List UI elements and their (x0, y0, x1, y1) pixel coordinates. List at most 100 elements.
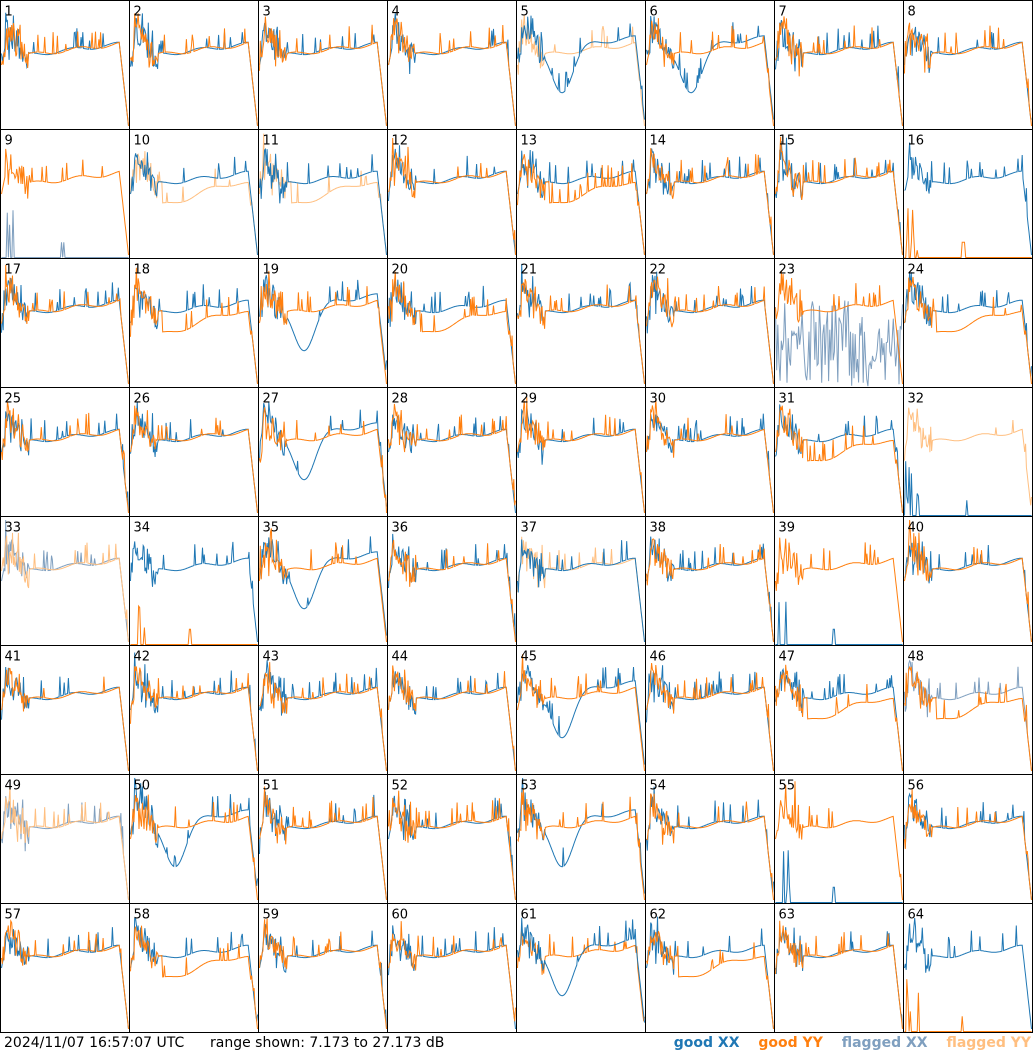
series-yy-flagged (1, 532, 129, 643)
tile-label: 15 (779, 134, 796, 149)
tile-frame (258, 258, 388, 388)
tile-51: 51 (258, 774, 388, 904)
tile-58: 58 (129, 903, 259, 1033)
series-xx-good (646, 786, 774, 893)
series-yy-good (646, 931, 774, 1030)
tile-label: 31 (779, 392, 796, 407)
tile-49: 49 (0, 774, 130, 904)
tile-frame (387, 774, 517, 904)
tile-label: 42 (134, 650, 151, 665)
series-yy-good (775, 537, 903, 643)
tile-frame (0, 258, 130, 388)
tile-frame (645, 645, 775, 775)
series-yy-good (130, 13, 258, 127)
series-xx-good (130, 541, 258, 643)
tile-frame (516, 645, 646, 775)
tile-label: 10 (134, 134, 151, 149)
tile-frame (0, 645, 130, 775)
series-xx-good (517, 777, 645, 894)
tile-frame (645, 516, 775, 646)
series-yy-good (904, 788, 1032, 901)
tile-frame (645, 903, 775, 1033)
tile-32: 32 (903, 387, 1033, 517)
series-yy-good (646, 276, 774, 385)
series-xx-good (259, 147, 387, 256)
tile-label: 24 (908, 263, 925, 278)
tile-60: 60 (387, 903, 517, 1033)
tile-14: 14 (645, 129, 775, 259)
series-yy-good (904, 979, 1032, 1032)
tile-frame (0, 903, 130, 1033)
tile-26: 26 (129, 387, 259, 517)
tile-frame (516, 516, 646, 646)
series-yy-good (775, 781, 903, 901)
series-yy-good (388, 790, 516, 901)
tile-label: 43 (263, 650, 280, 665)
tile-frame (387, 258, 517, 388)
tile-56: 56 (903, 774, 1033, 904)
tile-frame (774, 387, 904, 517)
tile-frame (903, 903, 1033, 1033)
tile-label: 63 (779, 908, 796, 923)
series-yy-good (775, 405, 903, 514)
series-yy-good (259, 528, 387, 643)
tile-frame (0, 516, 130, 646)
series-xx-good (904, 461, 1032, 516)
tile-frame (258, 516, 388, 646)
tile-frame (258, 645, 388, 775)
tile-label: 11 (263, 134, 280, 149)
timestamp: 2024/11/07 16:57:07 UTC (4, 1035, 185, 1051)
tile-label: 46 (650, 650, 667, 665)
tile-30: 30 (645, 387, 775, 517)
series-yy-good (388, 137, 516, 256)
series-yy-good (775, 270, 903, 385)
tile-label: 44 (392, 650, 409, 665)
tile-6: 6 (645, 0, 775, 130)
tile-frame (774, 774, 904, 904)
tile-33: 33 (0, 516, 130, 646)
series-xx-good (775, 20, 903, 127)
series-xx-good (904, 918, 1032, 1030)
tile-label: 23 (779, 263, 796, 278)
series-yy-good (775, 664, 903, 772)
legend: good XX good YY flagged XX flagged YY (660, 1033, 1031, 1053)
series-yy-good (259, 16, 387, 127)
series-xx-flagged (1, 210, 129, 258)
tile-label: 28 (392, 392, 409, 407)
tile-frame (387, 516, 517, 646)
tile-label: 8 (908, 5, 916, 20)
series-xx-good (388, 795, 516, 901)
range-text: range shown: 7.173 to 27.173 dB (210, 1035, 445, 1051)
series-yy-good (775, 16, 903, 127)
series-yy-good (130, 925, 258, 1030)
tile-46: 46 (645, 645, 775, 775)
series-yy-flagged (904, 407, 1032, 506)
tile-54: 54 (645, 774, 775, 904)
tile-label: 48 (908, 650, 925, 665)
tile-frame (129, 129, 259, 259)
tile-61: 61 (516, 903, 646, 1033)
tile-frame (129, 903, 259, 1033)
series-yy-good (388, 539, 516, 643)
tile-frame (516, 0, 646, 130)
series-yy-good (1, 148, 129, 256)
tile-frame (129, 258, 259, 388)
tile-42: 42 (129, 645, 259, 775)
series-yy-good (904, 208, 1032, 258)
tile-37: 37 (516, 516, 646, 646)
tile-53: 53 (516, 774, 646, 904)
tile-63: 63 (774, 903, 904, 1033)
tile-64: 64 (903, 903, 1033, 1033)
series-xx-good (130, 152, 258, 256)
series-yy-good (1, 667, 129, 772)
tile-label: 1 (5, 5, 13, 20)
tile-label: 56 (908, 779, 925, 794)
tile-50: 50 (129, 774, 259, 904)
series-yy-flagged (259, 133, 387, 256)
tile-frame (903, 129, 1033, 259)
series-yy-good (130, 666, 258, 772)
tile-frame (903, 516, 1033, 646)
tile-frame (516, 903, 646, 1033)
tile-label: 57 (5, 908, 22, 923)
